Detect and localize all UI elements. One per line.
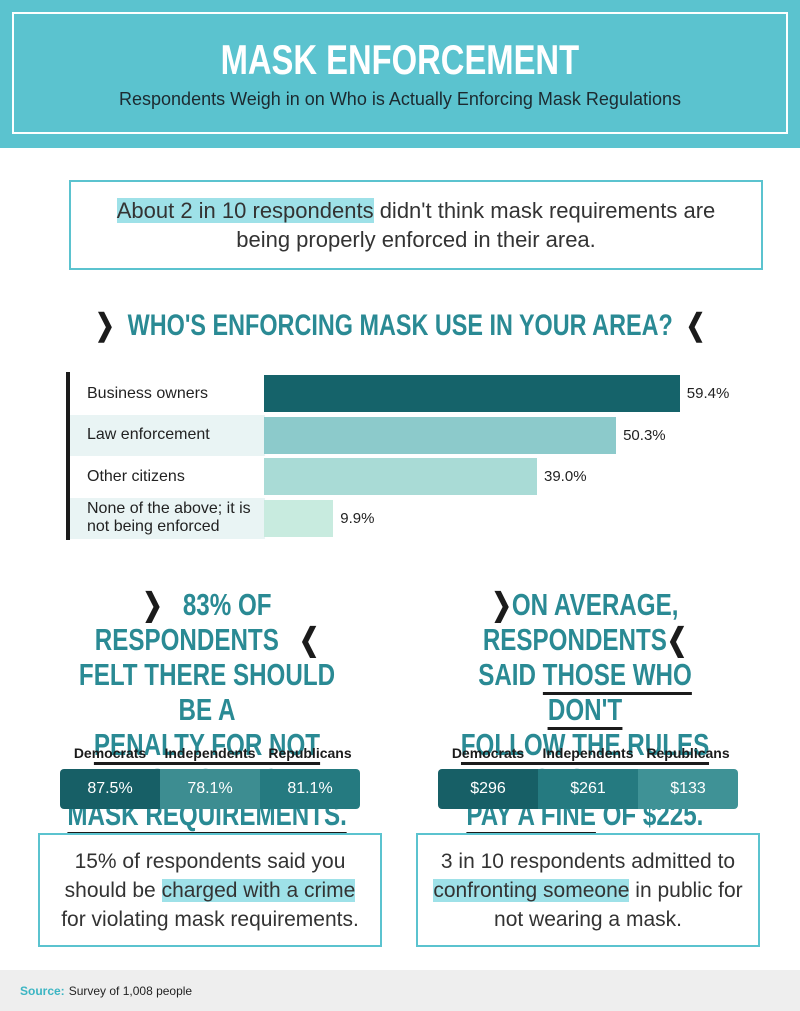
heading-line: ❯ 83% OF RESPONDENTS ❮	[22, 587, 392, 657]
title-text: MASK ENFORCEMENT	[220, 36, 580, 83]
value-label: 59.4%	[686, 385, 730, 402]
chevron: ❮	[666, 622, 688, 657]
title: MASK ENFORCEMENT	[0, 36, 800, 84]
text: SAID	[478, 657, 543, 692]
subtitle: Respondents Weigh in on Who is Actually …	[119, 89, 681, 109]
bar-row: None of the above; it is not being enfor…	[70, 497, 770, 539]
text: didn't think mask requirements are being…	[236, 198, 716, 252]
text: in public for not wearing a mask.	[494, 878, 743, 931]
text: ON AVERAGE, RESPONDENTS	[482, 587, 679, 657]
value-label: 39.0%	[544, 468, 587, 485]
source-text: Survey of 1,008 people	[68, 983, 193, 998]
value-label: 9.9%	[340, 509, 375, 527]
text: 15% of respondents said you should be	[64, 849, 346, 902]
note-text: 3 in 10 respondents admitted to confront…	[433, 847, 743, 934]
bar	[264, 458, 537, 495]
column-header: Independents	[164, 745, 256, 761]
text: 83% OF RESPONDENTS	[94, 587, 279, 657]
highlight-text: charged with a crime	[161, 878, 356, 902]
text: 3 in 10 respondents admitted to	[440, 849, 736, 873]
bar	[264, 375, 680, 412]
table-cell: 78.1%	[160, 769, 260, 809]
chevron: ❯	[142, 587, 183, 622]
source: Source: Survey of 1,008 people	[0, 970, 800, 1011]
underlined-text: THOSE WHO DON'T	[542, 657, 692, 730]
note-text: 15% of respondents said you should be ch…	[55, 847, 365, 934]
chevron: ❯	[94, 309, 128, 342]
bar	[264, 416, 617, 454]
chevron: ❯	[491, 587, 512, 622]
column-header: Independents	[542, 745, 634, 761]
category-label: Other citizens	[87, 467, 185, 485]
bar-row: Other citizens 39.0%	[70, 456, 770, 497]
heading-line-text: ❯ 83% OF RESPONDENTS ❮	[63, 587, 352, 657]
heading-line-text: SAID THOSE WHO DON'T	[441, 657, 730, 730]
category-label: Business owners	[87, 384, 208, 402]
table-cell: 87.5%	[60, 769, 160, 809]
bar	[264, 499, 334, 537]
heading-line-text: FELT THERE SHOULD BE A	[63, 657, 352, 727]
callout: About 2 in 10 respondents didn't think m…	[69, 180, 763, 270]
highlight-text: About 2 in 10 respondents	[116, 198, 374, 223]
callout-text: About 2 in 10 respondents didn't think m…	[116, 196, 716, 254]
category-label: Law enforcement	[70, 414, 265, 456]
column-header: Democrats	[73, 745, 147, 761]
category-label: None of the above; it is not being enfor…	[70, 497, 265, 539]
column-header: Republicans	[268, 745, 352, 761]
chevron: ❮	[278, 622, 320, 657]
table-cell: $261	[538, 769, 638, 809]
table-cell: 81.1%	[260, 769, 360, 809]
chart-title: WHO'S ENFORCING MASK USE IN YOUR AREA?	[127, 309, 673, 342]
highlight-text: confronting someone	[433, 878, 630, 902]
chart-heading: ❯ WHO'S ENFORCING MASK USE IN YOUR AREA?…	[0, 308, 800, 343]
text: for violating mask requirements.	[61, 907, 359, 931]
table-cell: $133	[638, 769, 738, 809]
column-header: Republicans	[646, 745, 730, 761]
note-box: 15% of respondents said you should be ch…	[38, 833, 382, 947]
source-label: Source:	[20, 983, 65, 998]
bar-chart: Business owners 59.4% Law enforcement 50.3%…	[66, 372, 770, 540]
value-label: 50.3%	[623, 426, 666, 444]
note-box: 3 in 10 respondents admitted to confront…	[416, 833, 760, 947]
table-cell: $296	[438, 769, 538, 809]
heading-line-text: ❯ON AVERAGE, RESPONDENTS❮	[441, 587, 730, 657]
column-header: Democrats	[451, 745, 525, 761]
heading-line: ❯ON AVERAGE, RESPONDENTS❮	[400, 587, 770, 657]
text: FELT THERE SHOULD BE A	[78, 657, 336, 727]
bar-row: Law enforcement 50.3%	[70, 414, 770, 456]
heading-line: FELT THERE SHOULD BE A	[22, 657, 392, 727]
chevron: ❮	[672, 309, 706, 342]
heading-line: SAID THOSE WHO DON'T	[400, 657, 770, 730]
bar-row: Business owners 59.4%	[70, 373, 770, 414]
header	[0, 0, 800, 148]
header-frame	[12, 12, 788, 134]
